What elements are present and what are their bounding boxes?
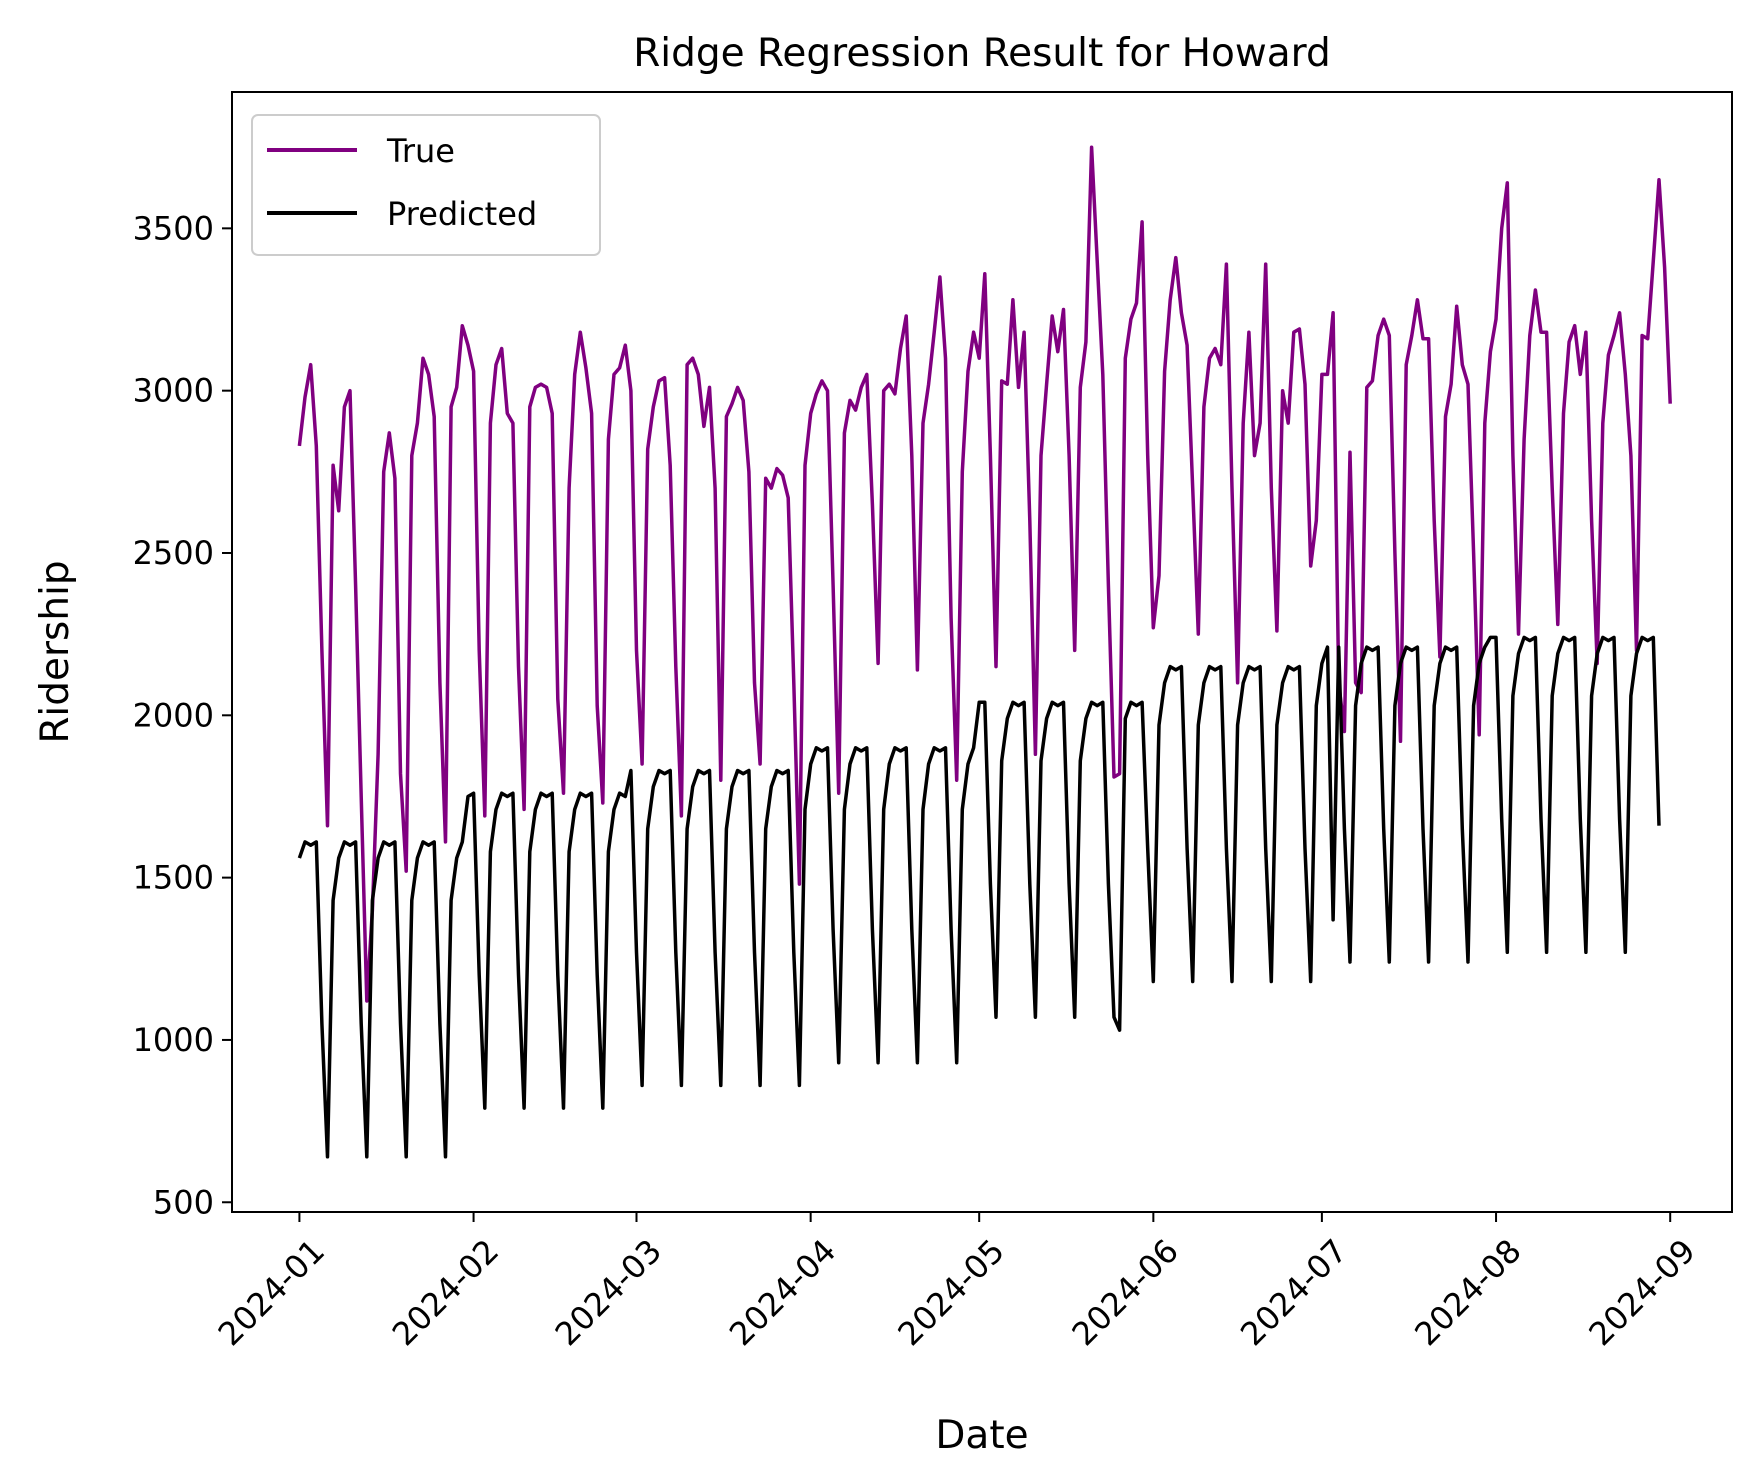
- y-tick-label: 1000: [133, 1021, 214, 1059]
- legend-label-true: True: [386, 132, 455, 170]
- y-tick-label: 2000: [133, 696, 214, 734]
- chart-title: Ridge Regression Result for Howard: [633, 31, 1331, 76]
- y-tick-label: 3500: [133, 209, 214, 247]
- y-axis-ticks: 500 1000 1500 2000 2500 3000 3500: [133, 209, 232, 1221]
- y-tick-label: 3000: [133, 372, 214, 410]
- y-tick-label: 1500: [133, 859, 214, 897]
- legend-label-predicted: Predicted: [387, 195, 537, 233]
- legend: True Predicted: [251, 114, 601, 256]
- plot-frame: [231, 91, 1733, 1213]
- x-axis-label: Date: [935, 1413, 1028, 1458]
- y-tick-label: 500: [153, 1183, 214, 1221]
- y-tick-label: 2500: [133, 534, 214, 572]
- series-layer: [297, 145, 1672, 1159]
- series-line-true: [297, 145, 1672, 1003]
- series-line-predicted: [297, 635, 1661, 1159]
- y-axis-label: Ridership: [33, 560, 78, 743]
- plot-area-background: [232, 92, 1732, 1212]
